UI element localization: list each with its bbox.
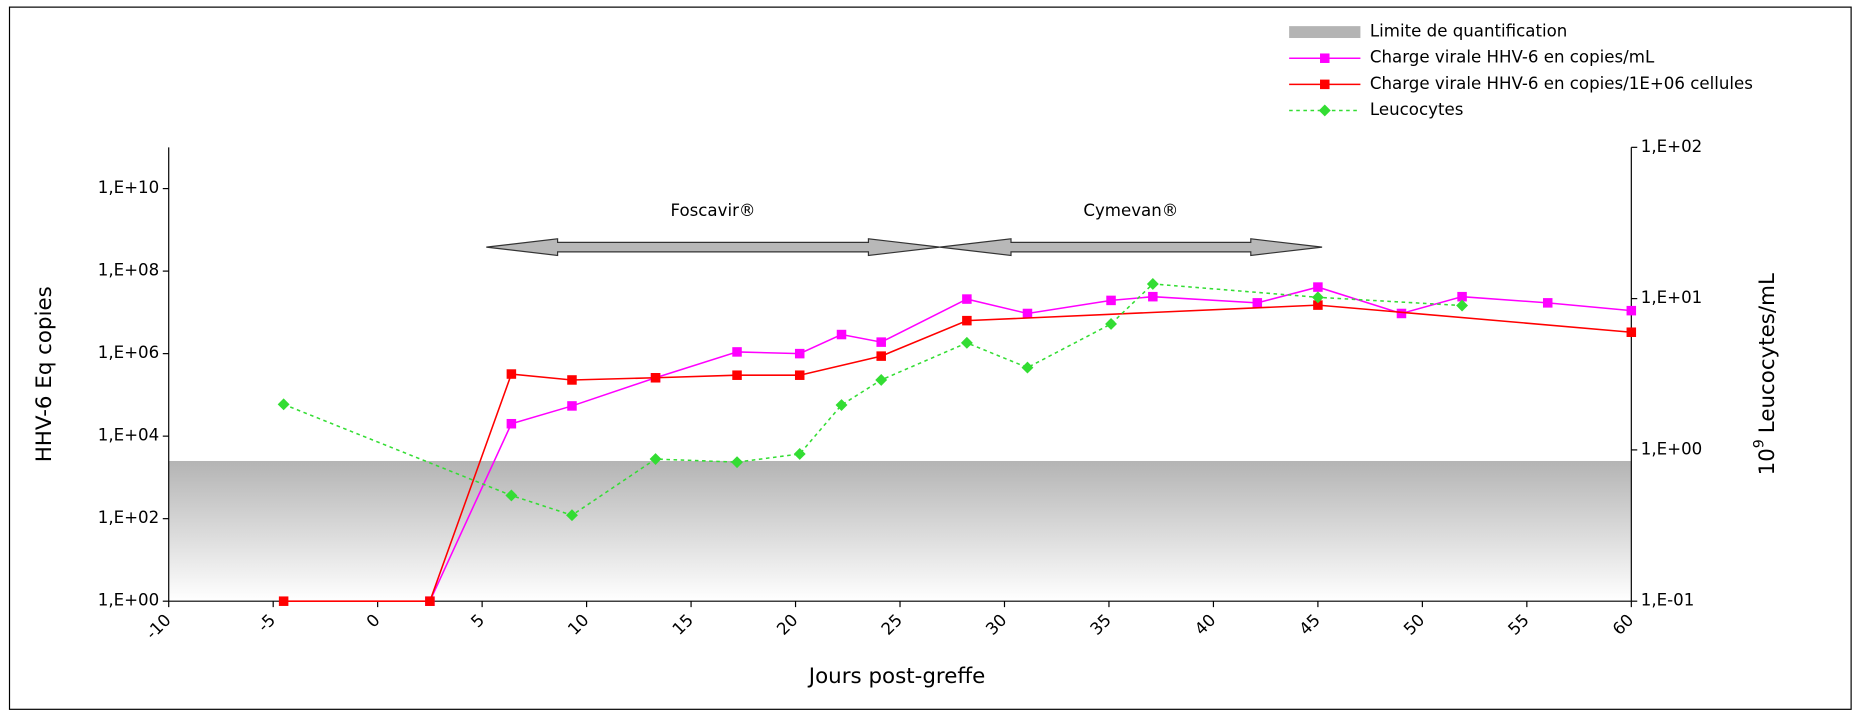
- y2-tick-label: 1,E+01: [1641, 288, 1702, 307]
- x-tick-label: 30: [982, 610, 1010, 638]
- x-tick-label: 60: [1609, 610, 1637, 638]
- legend-marker: [1320, 53, 1330, 63]
- marker: [1252, 298, 1263, 308]
- y2-tick-label: 1,E+02: [1641, 137, 1702, 156]
- legend-label: Charge virale HHV-6 en copies/1E+06 cell…: [1370, 74, 1753, 93]
- x-tick-label: 55: [1504, 610, 1532, 638]
- series-line: [283, 283, 1463, 517]
- x-tick-label: 15: [669, 610, 697, 638]
- y2-label-text: Leucocytes/mL: [1755, 273, 1780, 433]
- marker: [1148, 291, 1158, 302]
- marker: [1022, 308, 1033, 319]
- period-label: Foscavir®: [670, 201, 755, 220]
- y-tick-label: 1,E+08: [98, 261, 159, 280]
- marker: [1313, 300, 1323, 310]
- y2-tick-label: 1,E+00: [1641, 439, 1702, 458]
- marker: [1457, 291, 1467, 302]
- marker: [1106, 295, 1116, 306]
- x-axis-label: Jours post-greffe: [807, 664, 985, 689]
- x-tick-label: 35: [1087, 610, 1115, 638]
- marker: [1456, 299, 1469, 312]
- legend-label: Leucocytes: [1370, 100, 1463, 119]
- x-tick-label: 40: [1191, 610, 1219, 638]
- marker: [793, 448, 806, 460]
- x-tick-label: -5: [254, 610, 279, 635]
- x-tick-label: 10: [564, 610, 592, 638]
- legend-marker: [1318, 104, 1331, 117]
- marker: [278, 596, 289, 606]
- marker: [1313, 282, 1323, 292]
- quantification-band: [168, 460, 1632, 602]
- y2-label-base: 10: [1755, 448, 1780, 475]
- marker: [794, 370, 805, 380]
- marker: [1105, 318, 1117, 330]
- marker: [836, 329, 847, 340]
- marker: [505, 489, 518, 502]
- frame: [8, 6, 1852, 710]
- y-tick-label: 1,E+10: [98, 178, 159, 197]
- marker: [876, 351, 886, 361]
- x-tick-label: 0: [363, 610, 384, 631]
- x-tick-label: 45: [1296, 610, 1324, 638]
- marker: [567, 401, 577, 411]
- marker: [1021, 361, 1034, 374]
- x-tick-label: 5: [467, 610, 488, 631]
- legend-marker: [1320, 79, 1330, 90]
- marker: [1146, 278, 1159, 290]
- period-arrow: [486, 238, 940, 257]
- legend-label: Limite de quantification: [1370, 22, 1567, 41]
- marker: [506, 369, 517, 379]
- legend-swatch: [1289, 26, 1361, 39]
- marker: [962, 294, 972, 304]
- marker: [506, 418, 517, 429]
- x-tick-label: 20: [773, 610, 801, 638]
- y-axis-label: HHV-6 Eq copies: [32, 286, 57, 462]
- marker: [1626, 305, 1637, 316]
- y-tick-label: 1,E+00: [98, 591, 159, 610]
- marker: [732, 347, 742, 357]
- marker: [875, 374, 888, 386]
- period-label: Cymevan®: [1083, 201, 1178, 220]
- marker: [731, 456, 743, 469]
- marker: [962, 315, 972, 326]
- marker: [649, 453, 662, 465]
- marker: [1396, 308, 1407, 319]
- marker: [876, 337, 886, 347]
- x-tick-label: 50: [1400, 610, 1428, 638]
- y2-axis-label: 109 Leucocytes/mL: [1752, 273, 1780, 475]
- y-tick-label: 1,E+06: [98, 343, 159, 362]
- marker: [1542, 298, 1553, 308]
- marker: [835, 399, 848, 411]
- y2-label-exponent: 9: [1752, 439, 1768, 448]
- marker: [277, 398, 290, 411]
- marker: [650, 373, 661, 383]
- x-tick-label: -10: [142, 610, 175, 643]
- marker: [425, 596, 435, 606]
- marker: [732, 370, 742, 380]
- marker: [960, 336, 973, 349]
- y2-tick-label: 1,E-01: [1641, 591, 1695, 610]
- y-tick-label: 1,E+02: [98, 508, 159, 527]
- period-arrow: [939, 238, 1323, 257]
- marker: [794, 348, 805, 359]
- series-line: [429, 286, 1632, 602]
- legend-label: Charge virale HHV-6 en copies/mL: [1370, 48, 1655, 67]
- marker: [567, 375, 577, 385]
- x-tick-label: 25: [878, 610, 906, 638]
- y-tick-label: 1,E+04: [98, 426, 159, 445]
- marker: [1626, 327, 1637, 337]
